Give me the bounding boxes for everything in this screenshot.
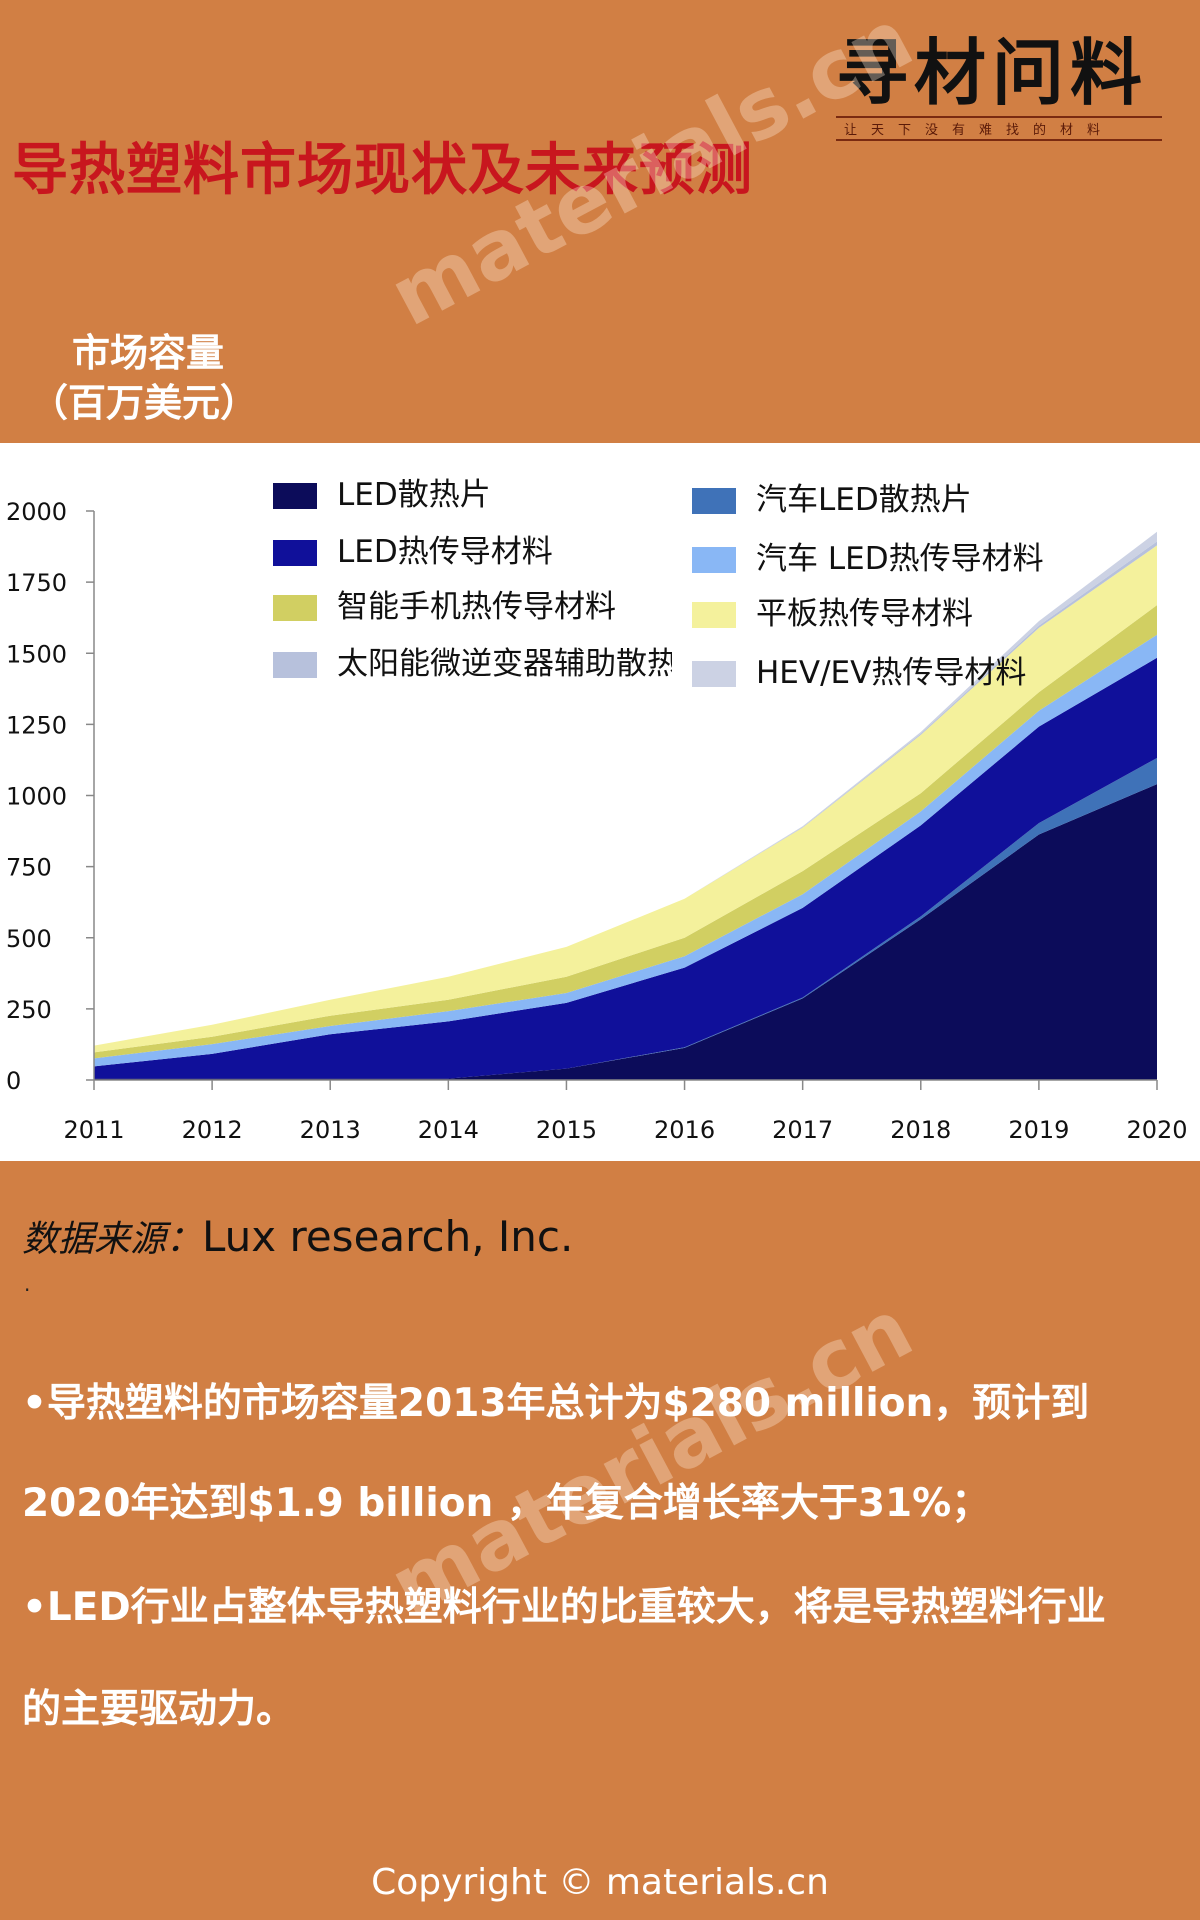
- chart-svg: 0 250 500 750 1000 1250 1500 1750 2000 2011 2012 20…: [6, 477, 1188, 1144]
- y-tick-label: 2000: [6, 498, 67, 526]
- y-tick-label: 500: [6, 925, 52, 953]
- legend-label: LED热传导材料: [337, 534, 553, 570]
- legend-label: 智能手机热传导材料: [337, 589, 616, 625]
- y-tick-label: 1750: [6, 569, 67, 597]
- x-tick-label: 2020: [1126, 1116, 1187, 1144]
- x-tick-label: 2016: [654, 1116, 715, 1144]
- y-tick-label: 1500: [6, 640, 67, 668]
- legend-swatch: [273, 483, 317, 509]
- source-value: Lux research, Inc.: [202, 1212, 574, 1261]
- area-series-0: [94, 784, 1157, 1080]
- x-tick-label: 2012: [182, 1116, 243, 1144]
- area-series-2: [94, 657, 1157, 1079]
- legend-swatch: [692, 547, 736, 573]
- x-tick-label: 2011: [63, 1116, 124, 1144]
- chart: 0 250 500 750 1000 1250 1500 1750 2000 2011 2012 20…: [0, 443, 1200, 1161]
- x-tick-label: 2014: [418, 1116, 479, 1144]
- y-tick-label: 0: [6, 1067, 21, 1095]
- legend-swatch: [692, 488, 736, 514]
- legend-swatch: [273, 595, 317, 621]
- data-source: 数据来源：Lux research, Inc.: [22, 1210, 573, 1262]
- page-title: 导热塑料市场现状及未来预测: [12, 138, 753, 203]
- y-tick-label: 1000: [6, 783, 67, 811]
- legend-swatch: [273, 652, 317, 678]
- y-tick-label: 250: [6, 996, 52, 1024]
- area-series-4: [94, 605, 1157, 1059]
- x-tick-label: 2017: [772, 1116, 833, 1144]
- legend-label: 汽车LED散热片: [756, 482, 972, 518]
- source-label: 数据来源：: [22, 1219, 203, 1260]
- legend-label: 汽车 LED热传导材料: [756, 541, 1044, 577]
- copyright: Copyright © materials.cn: [371, 1862, 829, 1903]
- logo: 寻材问料 让天下没有难找的材料: [836, 30, 1191, 141]
- legend-swatch: [692, 602, 736, 628]
- area-series-3: [94, 634, 1157, 1067]
- bullet-line: •LED行业占整体导热塑料行业的比重较大，将是导热塑料行业: [22, 1585, 1106, 1630]
- x-tick-label: 2015: [536, 1116, 597, 1144]
- legend-swatch: [692, 661, 736, 687]
- logo-tagline: 让天下没有难找的材料: [836, 116, 1162, 141]
- y-axis-title-line1: 市场容量: [72, 331, 225, 375]
- area-series-5: [94, 545, 1157, 1053]
- logo-text: 寻材问料: [836, 30, 1149, 115]
- legend-label: LED散热片: [337, 477, 491, 513]
- x-tick-label: 2013: [300, 1116, 361, 1144]
- legend-label: 平板热传导材料: [756, 596, 973, 632]
- bullet-line: 的主要驱动力。: [22, 1687, 296, 1732]
- x-tick-label: 2019: [1008, 1116, 1069, 1144]
- source-dot: .: [24, 1272, 31, 1296]
- x-tick-label: 2018: [890, 1116, 951, 1144]
- legend-label: 太阳能微逆变器辅助散热: [337, 646, 678, 682]
- y-axis-title-line2: （百万美元）: [30, 381, 259, 425]
- legend-swatch: [273, 540, 317, 566]
- y-tick-label: 1250: [6, 711, 67, 739]
- bullet-line: •导热塑料的市场容量2013年总计为$280 million，预计到: [22, 1381, 1090, 1426]
- bullet-line: 2020年达到$1.9 billion ，年复合增长率大于31%；: [22, 1481, 991, 1526]
- legend-label: HEV/EV热传导材料: [756, 655, 1026, 691]
- y-tick-label: 750: [6, 854, 52, 882]
